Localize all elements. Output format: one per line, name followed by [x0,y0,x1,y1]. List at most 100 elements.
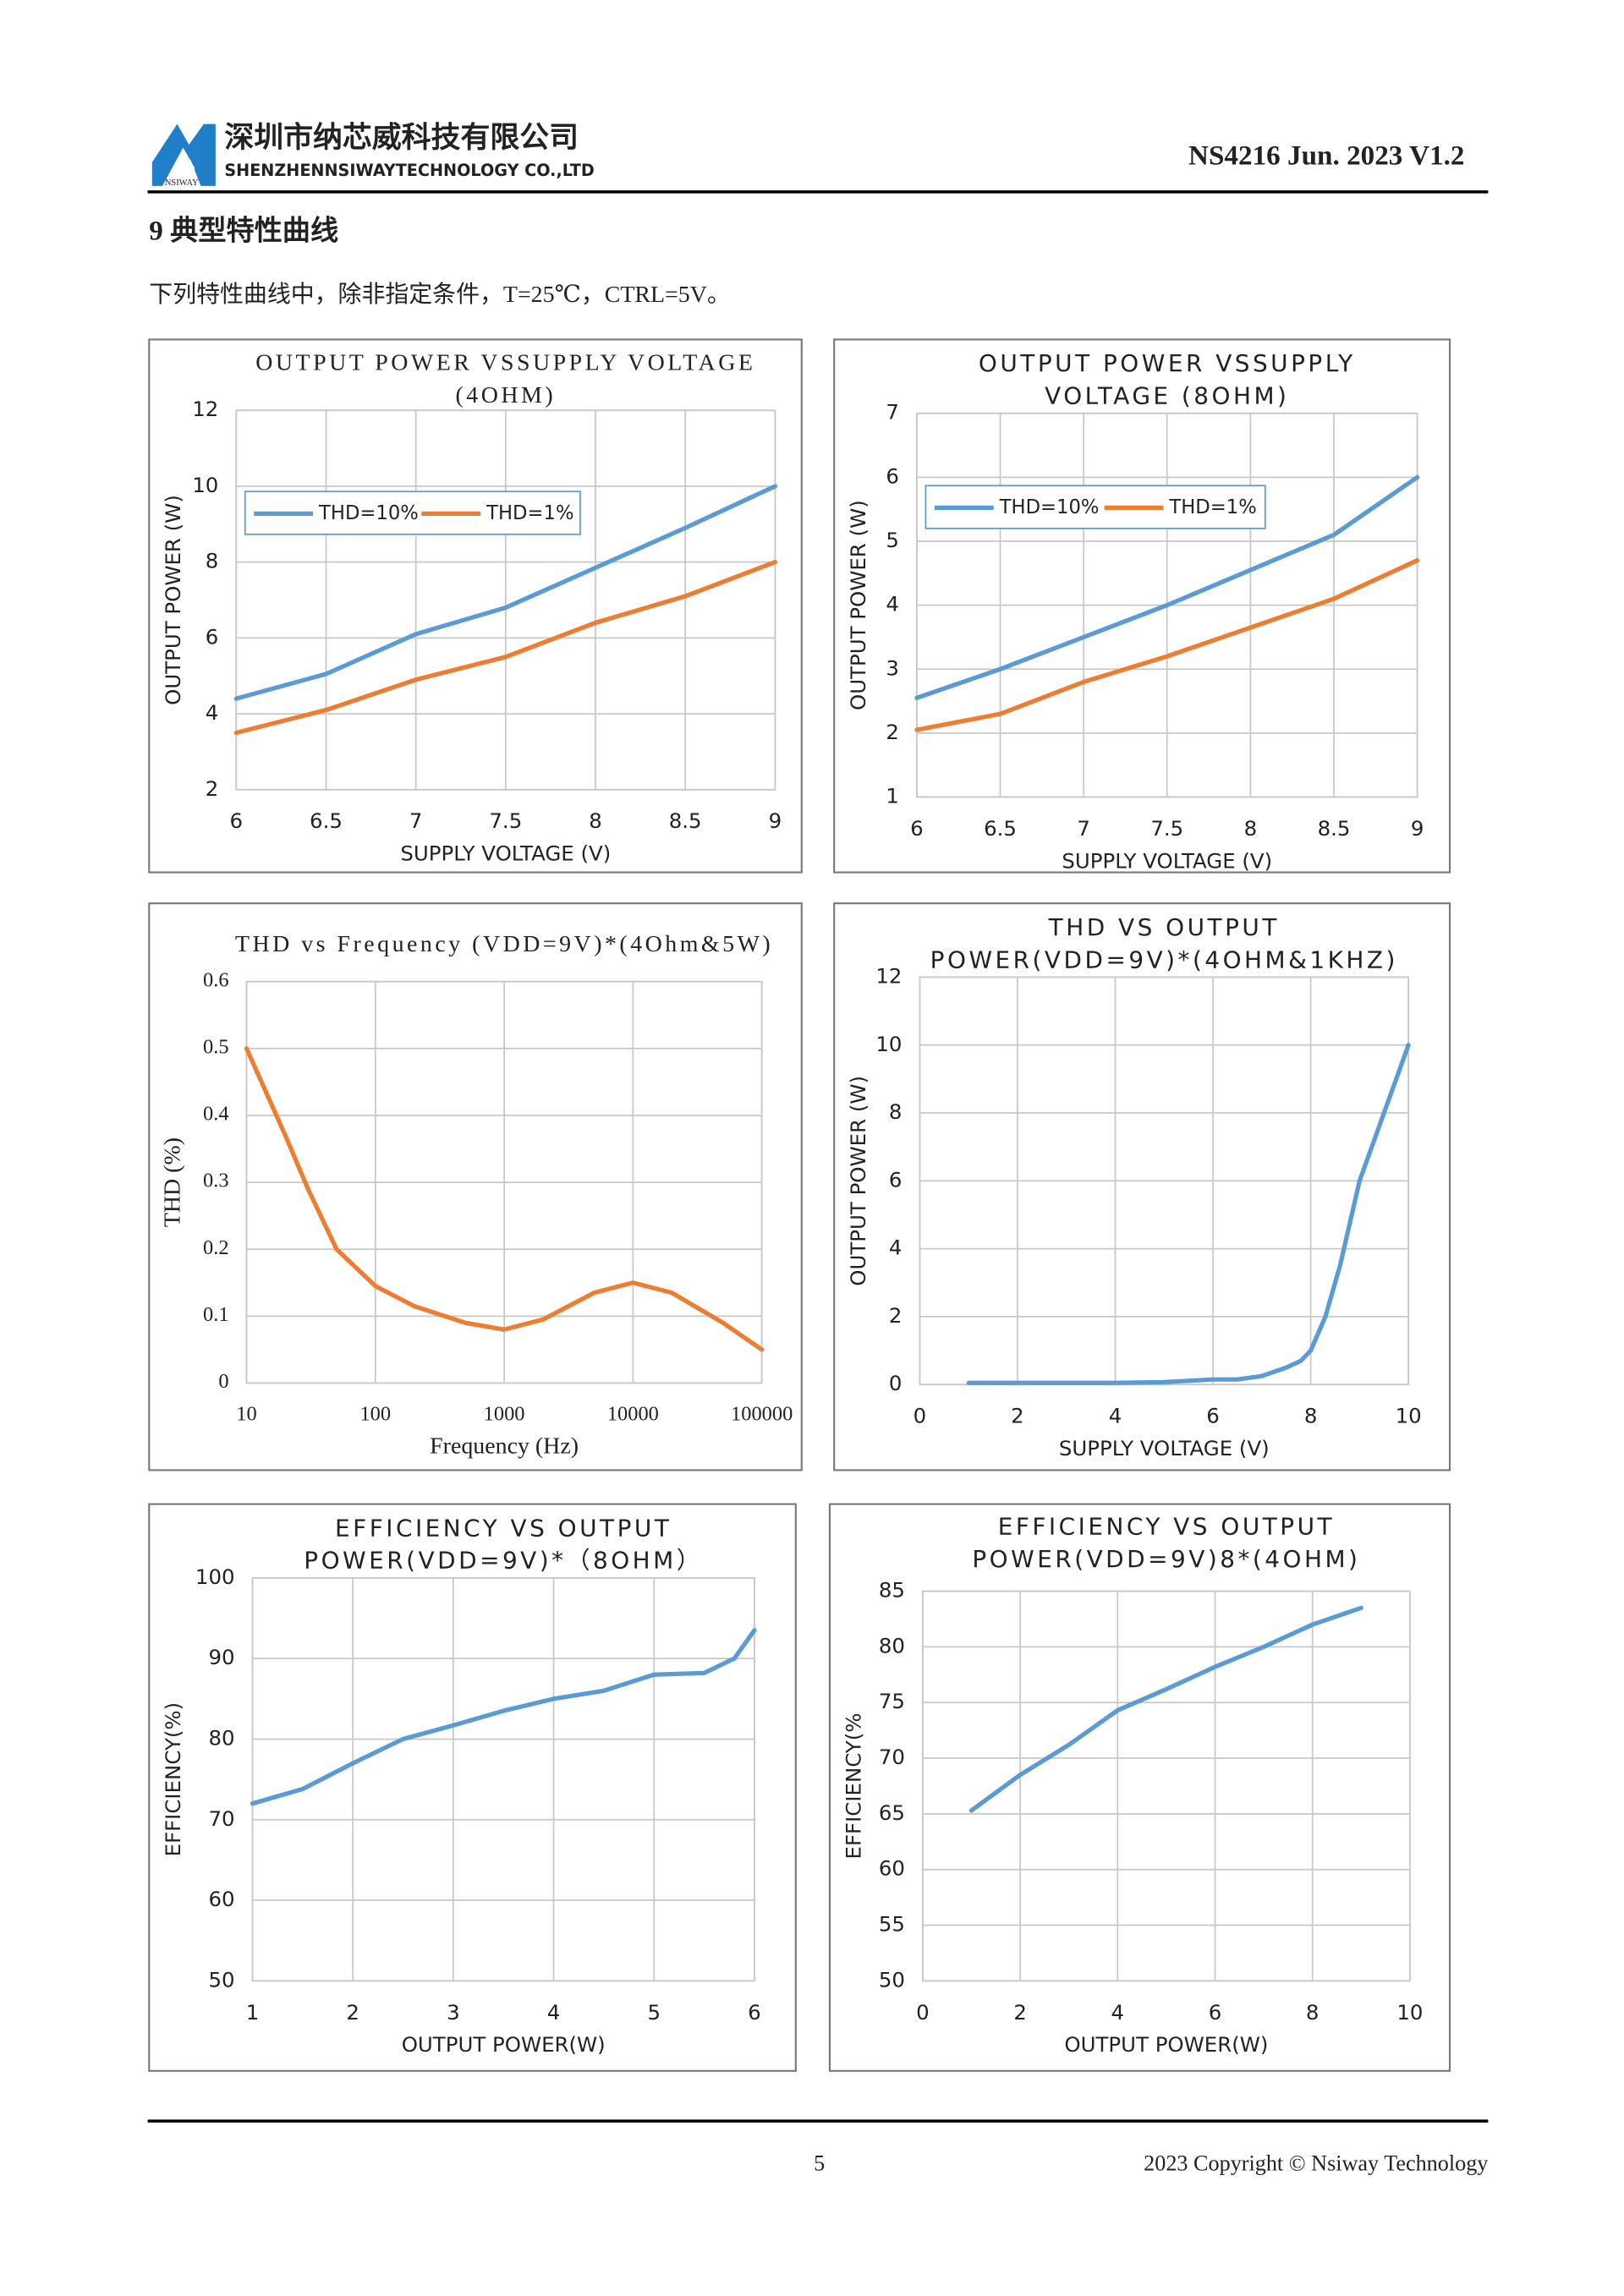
x-tick-label: 6 [1206,1404,1220,1428]
y-tick-label: 3 [886,655,899,680]
data-line [914,474,1420,700]
x-tick-label: 6 [910,816,924,841]
data-line [250,1628,757,1806]
y-tick-label: 0.4 [203,1103,229,1126]
y-tick-label: 80 [208,1725,234,1750]
chart-title: POWER(VDD=9V)*(4OHM&1KHZ) [930,945,1398,973]
y-tick-label: 8 [206,549,219,573]
chart-title: VOLTAGE (8OHM) [1045,382,1289,410]
x-axis-label: SUPPLY VOLTAGE (V) [400,841,611,866]
x-tick-label: 100000 [731,1402,793,1425]
y-tick-label: 8 [889,1099,903,1124]
y-tick-label: 0 [889,1371,903,1395]
y-tick-label: 60 [879,1856,905,1881]
legend-label: THD=1% [486,502,573,524]
y-tick-label: 60 [208,1887,234,1911]
plot-border [251,1576,755,1982]
logo [151,123,216,186]
data-line [966,1043,1411,1385]
y-tick-label: 0.5 [203,1035,229,1058]
x-tick-label: 9 [1411,816,1424,841]
y-tick-label: 0.3 [203,1170,229,1192]
y-tick-label: 75 [879,1689,905,1713]
y-tick-label: 50 [208,1967,234,1992]
data-line [968,1605,1363,1813]
section-title: 9 典型特性曲线 [149,215,338,246]
x-tick-label: 2 [1011,1404,1024,1428]
company-cn: 深圳市纳芯威科技有限公司 [224,121,579,155]
data-line [233,560,777,736]
chart-title: OUTPUT POWER VSSUPPLY [979,349,1356,377]
x-tick-label: 6.5 [984,816,1017,841]
y-tick-label: 12 [192,397,218,421]
chart-title: POWER(VDD=9V)*（8OHM） [304,1547,703,1575]
chart-frame [828,1503,1451,2072]
x-tick-label: 4 [1111,2000,1125,2025]
y-tick-label: 50 [879,1967,905,1992]
chart-frame [148,338,803,874]
x-tick-label: 8 [589,808,602,833]
x-tick-label: 9 [769,808,782,833]
data-line [914,558,1420,732]
x-tick-label: 2 [346,2000,359,2025]
y-tick-label: 4 [886,592,899,616]
x-axis-label: OUTPUT POWER(W) [1064,2032,1268,2057]
y-tick-label: 2 [886,720,899,744]
chart-frame [833,902,1451,1471]
plot-border [922,1590,1411,1982]
plot-border [916,412,1418,798]
x-tick-label: 8 [1244,816,1258,841]
chart: THD vs Frequency (VDD=9V)*(4Ohm&5W) 0 0.1 0… [148,902,803,1471]
y-tick-label: 7 [886,400,899,425]
y-tick-label: 5 [886,528,899,552]
y-axis-label: OUTPUT POWER (W) [846,1076,870,1286]
x-tick-label: 7 [409,808,423,833]
x-tick-label: 100 [359,1402,391,1425]
y-axis-label: EFFICIENCY(% [842,1712,866,1859]
x-tick-label: 4 [547,2000,561,2025]
x-tick-label: 2 [1013,2000,1027,2025]
page-number: 5 [814,2151,825,2176]
x-tick-label: 8 [1306,2000,1320,2025]
x-axis-label: SUPPLY VOLTAGE (V) [1059,1436,1270,1460]
chart: OUTPUT POWER VSSUPPLY VOLTAGE (4OHM) 2 4 6 8 1… [148,338,803,874]
x-tick-label: 10000 [607,1402,659,1425]
y-tick-label: 70 [208,1806,234,1831]
y-tick-label: 70 [879,1745,905,1769]
y-tick-label: 6 [886,463,899,488]
x-tick-label: 6 [748,2000,761,2025]
y-tick-label: 90 [208,1645,234,1669]
x-tick-label: 7.5 [489,808,522,833]
data-line [244,1046,765,1352]
chart-title: THD VS OUTPUT [1048,913,1280,941]
y-tick-label: 6 [206,624,219,649]
x-tick-label: 4 [1109,1404,1122,1428]
plot-border [919,976,1410,1386]
x-tick-label: 0 [914,1404,927,1428]
legend-label: THD=10% [999,496,1100,518]
chart-title: EFFICIENCY VS OUTPUT [998,1513,1335,1541]
y-tick-label: 85 [879,1578,905,1603]
plot-border [235,409,776,791]
x-tick-label: 5 [647,2000,661,2025]
y-tick-label: 6 [889,1167,903,1192]
y-tick-label: 0.1 [203,1303,229,1326]
y-tick-label: 100 [195,1564,235,1589]
y-axis-label: OUTPUT POWER (W) [846,500,870,710]
section-intro: 下列特性曲线中，除非指定条件，T=25℃，CTRL=5V。 [149,281,730,308]
x-axis-label: SUPPLY VOLTAGE (V) [1062,848,1272,873]
y-tick-label: 10 [875,1032,902,1056]
y-tick-label: 80 [879,1633,905,1658]
x-tick-label: 10 [1396,2000,1423,2025]
y-tick-label: 65 [879,1800,905,1825]
chart-frame [148,1503,797,2072]
x-tick-label: 8.5 [669,808,702,833]
y-tick-label: 12 [875,963,902,988]
x-tick-label: 10 [1396,1404,1422,1428]
chart-title: POWER(VDD=9V)8*(4OHM) [972,1545,1360,1573]
x-axis-label: OUTPUT POWER(W) [402,2032,606,2057]
x-tick-label: 8.5 [1318,816,1351,841]
x-tick-label: 1 [246,2000,260,2025]
